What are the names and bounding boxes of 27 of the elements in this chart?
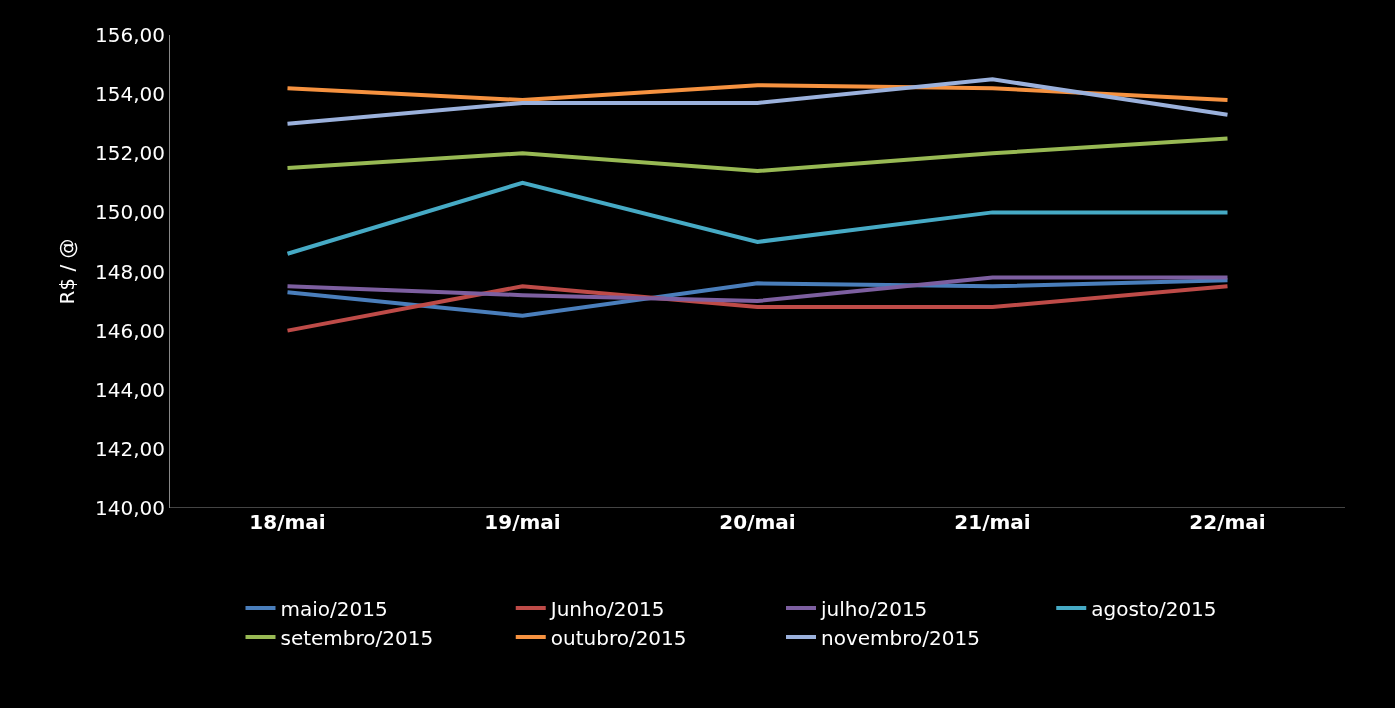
y-tick-label: 146,00 bbox=[95, 318, 165, 343]
line-series bbox=[285, 77, 1230, 126]
legend-label: outubro/2015 bbox=[550, 625, 687, 650]
legend-label: maio/2015 bbox=[280, 596, 388, 621]
legend-label: agosto/2015 bbox=[1091, 596, 1217, 621]
y-tick-label: 156,00 bbox=[95, 23, 165, 47]
x-tick-label: 22/mai bbox=[1189, 510, 1266, 534]
line-series bbox=[285, 278, 1230, 318]
y-tick-label: 150,00 bbox=[95, 200, 165, 225]
y-tick-label: 140,00 bbox=[95, 496, 165, 520]
x-tick-label: 19/mai bbox=[484, 510, 561, 534]
legend-label: julho/2015 bbox=[820, 596, 928, 621]
line-series bbox=[285, 136, 1230, 173]
x-tick-label: 21/mai bbox=[954, 510, 1031, 534]
y-tick-label: 154,00 bbox=[95, 82, 165, 107]
y-tick-label: 148,00 bbox=[95, 259, 165, 284]
legend-label: Junho/2015 bbox=[548, 596, 665, 621]
legend-label: setembro/2015 bbox=[280, 625, 434, 650]
y-tick-label: 142,00 bbox=[95, 436, 165, 461]
y-axis-title: R$ / @ bbox=[54, 238, 79, 305]
y-tick-label: 144,00 bbox=[95, 377, 165, 402]
y-tick-label: 152,00 bbox=[95, 141, 165, 166]
legend-label: novembro/2015 bbox=[821, 625, 980, 650]
line-series bbox=[285, 275, 1230, 304]
x-tick-label: 18/mai bbox=[249, 510, 326, 534]
x-tick-label: 20/mai bbox=[719, 510, 796, 534]
line-series bbox=[285, 180, 1230, 256]
